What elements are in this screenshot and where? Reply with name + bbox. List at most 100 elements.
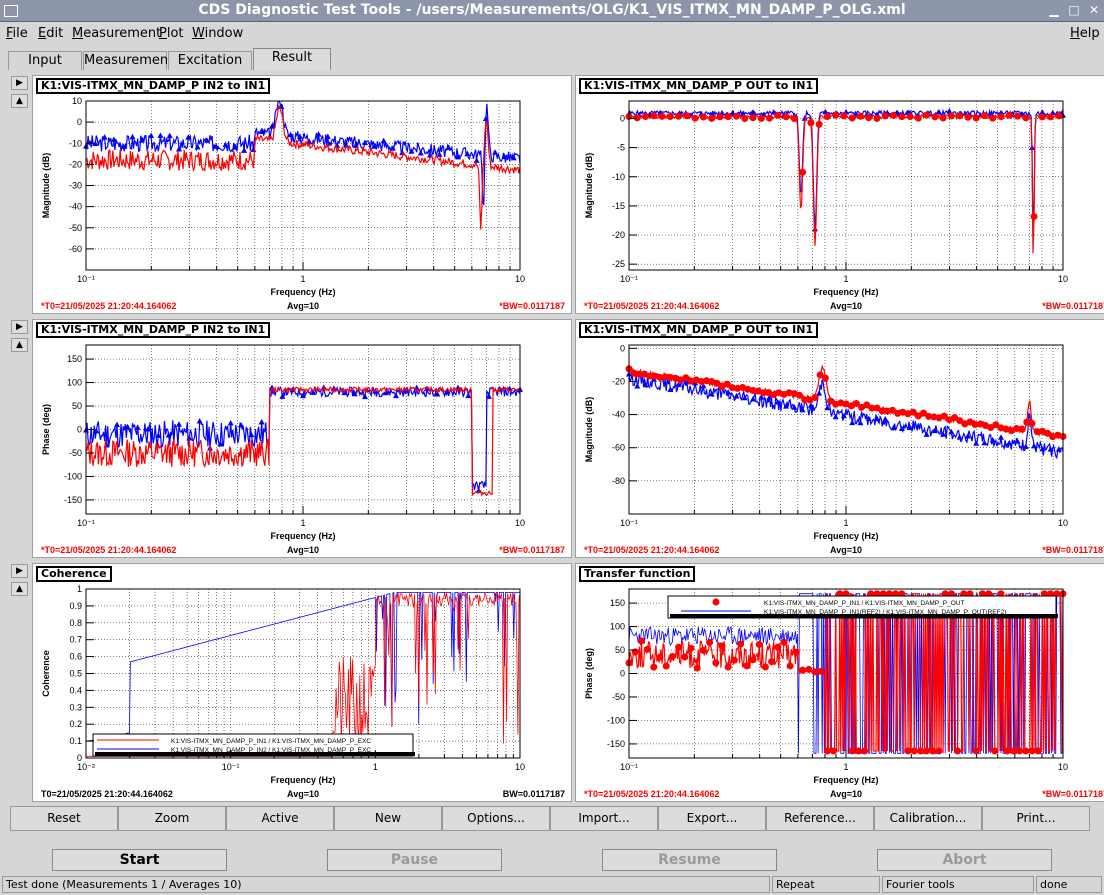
panel-1-next-button[interactable]: ▶: [11, 76, 28, 90]
x-tick-label: 1: [843, 518, 848, 528]
data-point: [842, 590, 850, 598]
data-point: [830, 747, 838, 755]
data-point: [186, 434, 193, 441]
menu-measurement[interactable]: Measurement: [72, 26, 162, 41]
y-tick-label: -10: [612, 172, 625, 182]
data-point: [948, 428, 955, 435]
export-button[interactable]: Export...: [658, 806, 766, 831]
data-point: [997, 113, 1005, 121]
data-point: [890, 424, 897, 431]
data-point: [408, 148, 415, 154]
y-tick-label: -60: [612, 443, 625, 453]
panel-3-next-button[interactable]: ▶: [11, 320, 28, 334]
x-tick-label: 10⁻²: [77, 762, 95, 772]
resume-button[interactable]: Resume: [602, 849, 777, 871]
data-point: [675, 643, 683, 651]
data-point: [362, 393, 368, 400]
panel-5-next-button[interactable]: ▶: [11, 564, 28, 578]
y-tick-label: -40: [69, 202, 82, 212]
data-point: [114, 421, 120, 428]
data-point: [737, 640, 745, 648]
data-point: [646, 372, 654, 380]
menu-help[interactable]: Help: [1070, 26, 1100, 41]
window-menu-icon[interactable]: [4, 5, 18, 17]
footer-t0: *T0=21/05/2025 21:20:44.164062: [584, 789, 719, 799]
data-point: [644, 645, 652, 653]
menu-file[interactable]: File: [6, 26, 28, 41]
plot-panel-6[interactable]: K1:VIS-ITMX_MN_DAMP_P_IN1 / K1:VIS-ITMX_…: [575, 563, 1104, 802]
data-point: [758, 394, 765, 400]
maximize-icon[interactable]: □: [1068, 3, 1080, 17]
panel-1-prev-button[interactable]: ▲: [11, 94, 28, 108]
data-point: [801, 396, 809, 404]
data-point: [832, 111, 840, 119]
panel-3-prev-button[interactable]: ▲: [11, 338, 28, 352]
data-point: [380, 137, 387, 144]
close-icon[interactable]: ✕: [1088, 3, 1100, 17]
data-point: [750, 396, 756, 402]
magnitude-chart-3[interactable]: 0 -20 -40 -60 -80 10⁻¹ 1 10 Frequency (Hz) Magnit…: [576, 320, 1104, 559]
plot-panel-4[interactable]: 0 -20 -40 -60 -80 10⁻¹ 1 10 Frequency (Hz) Magnit…: [575, 319, 1104, 558]
plot-panel-3[interactable]: 150 100 50 0 -50 -100 -150 10⁻¹ 1 10 Frequency (Hz…: [32, 319, 572, 558]
data-point: [774, 643, 782, 651]
data-point: [1028, 747, 1036, 755]
data-point: [1003, 747, 1011, 755]
red-series-line: [629, 113, 1063, 254]
menu-plot[interactable]: Plot: [159, 26, 184, 41]
data-point: [1034, 747, 1042, 755]
data-point: [697, 377, 705, 385]
x-tick-label: 10⁻¹: [77, 518, 95, 528]
data-point: [935, 747, 943, 755]
tab-input[interactable]: Input: [8, 51, 82, 70]
legend-swatch: [712, 598, 720, 606]
data-point: [774, 111, 782, 119]
magnitude-chart-1[interactable]: 10 0 -10 -20 -30 -40 -50 -60 10⁻¹ 1 10 Frequency (H…: [33, 76, 573, 315]
blue-series: [83, 101, 520, 206]
plot-panel-1[interactable]: 10 0 -10 -20 -30 -40 -50 -60 10⁻¹ 1 10 Frequency (H…: [32, 75, 572, 314]
transfer-function-chart[interactable]: K1:VIS-ITMX_MN_DAMP_P_IN1 / K1:VIS-ITMX_…: [576, 564, 1104, 803]
abort-button[interactable]: Abort: [877, 849, 1052, 871]
plot-panel-5[interactable]: K1:VIS-ITMX_MN_DAMP_P_IN1 / K1:VIS-ITMX_…: [32, 563, 572, 802]
magnitude-chart-2[interactable]: 0 -5 -10 -15 -20 -25 10⁻¹ 1 10 Frequency (Hz) Magn…: [576, 76, 1104, 315]
data-point: [1028, 419, 1036, 427]
calibration-button[interactable]: Calibration...: [874, 806, 982, 831]
data-point: [393, 392, 399, 399]
zoom-button[interactable]: Zoom: [118, 806, 226, 831]
active-button[interactable]: Active: [226, 806, 334, 831]
y-tick-label: 0.7: [69, 635, 82, 645]
plot-panel-2[interactable]: 0 -5 -10 -15 -20 -25 10⁻¹ 1 10 Frequency (Hz) Magn…: [575, 75, 1104, 314]
data-point: [724, 113, 732, 121]
import-button[interactable]: Import...: [550, 806, 658, 831]
coherence-chart[interactable]: K1:VIS-ITMX_MN_DAMP_P_IN1 / K1:VIS-ITMX_…: [33, 564, 573, 803]
minimize-icon[interactable]: ▁: [1049, 3, 1059, 17]
data-point: [964, 433, 971, 439]
data-point: [656, 373, 664, 381]
print-button[interactable]: Print...: [982, 806, 1090, 831]
pause-button[interactable]: Pause: [327, 849, 502, 871]
footer-bw: *BW=0.0117187: [1042, 301, 1104, 311]
tab-excitation[interactable]: Excitation: [168, 51, 252, 70]
data-point: [682, 374, 690, 382]
blue-series: [626, 371, 1063, 460]
new-button[interactable]: New: [334, 806, 442, 831]
panel-5-prev-button[interactable]: ▲: [11, 582, 28, 596]
reset-button[interactable]: Reset: [10, 806, 118, 831]
data-point: [874, 415, 880, 422]
menu-edit[interactable]: Edit: [38, 26, 64, 41]
data-point: [947, 590, 955, 598]
options-button[interactable]: Options...: [442, 806, 550, 831]
start-button[interactable]: Start: [52, 849, 227, 871]
data-point: [857, 419, 864, 426]
reference-button[interactable]: Reference...: [766, 806, 874, 831]
blue-series: [86, 591, 520, 742]
data-point: [881, 112, 889, 120]
data-point: [940, 431, 947, 437]
data-point: [296, 133, 303, 139]
tab-result[interactable]: Result: [253, 48, 331, 70]
menu-window[interactable]: Window: [192, 26, 244, 41]
data-point: [699, 646, 707, 654]
tab-measurement[interactable]: Measurement: [83, 51, 174, 70]
data-point: [699, 113, 707, 121]
phase-chart-1[interactable]: 150 100 50 0 -50 -100 -150 10⁻¹ 1 10 Frequency (Hz…: [33, 320, 573, 559]
data-point: [865, 415, 872, 422]
